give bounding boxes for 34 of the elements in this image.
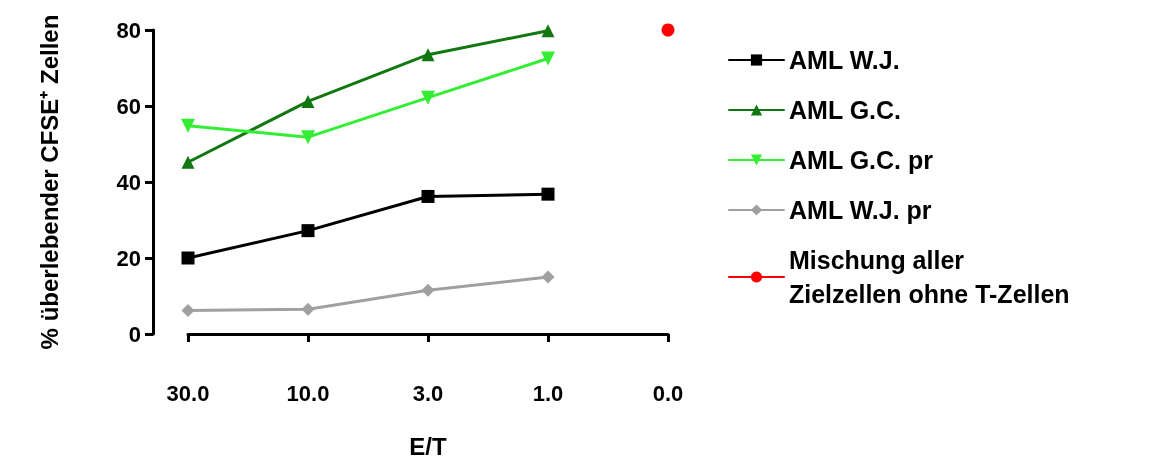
legend-label: AML G.C. — [789, 96, 902, 124]
point — [421, 283, 435, 297]
legend-label: AML W.J. — [789, 46, 900, 74]
point — [421, 189, 435, 203]
legend-label: AML W.J. pr — [789, 196, 932, 224]
point — [301, 302, 315, 316]
x-tick-label: 3.0 — [412, 380, 444, 406]
point — [301, 224, 315, 238]
point — [421, 90, 435, 105]
point — [661, 23, 675, 37]
legend-label: Mischung aller Zielzellen ohne T-Zellen — [789, 246, 1070, 308]
point — [181, 118, 195, 133]
y-tick-label: 80 — [116, 17, 141, 43]
x-tick-label: 30.0 — [166, 380, 210, 406]
legend-label: AML G.C. pr — [789, 146, 934, 174]
point — [181, 155, 195, 169]
x-tick-label: 1.0 — [532, 380, 564, 406]
point — [181, 303, 195, 317]
point — [541, 24, 555, 38]
y-tick-label: 20 — [116, 245, 141, 271]
y-tick-label: 40 — [116, 169, 141, 195]
y-tick-label: 60 — [116, 93, 141, 119]
point — [181, 251, 195, 265]
y-tick-label: 0 — [128, 321, 141, 347]
x-tick-label: 0.0 — [652, 380, 684, 406]
point — [301, 94, 315, 108]
point — [541, 51, 555, 66]
point — [541, 270, 555, 284]
x-axis-title: E/T — [409, 432, 447, 460]
x-tick-label: 10.0 — [286, 380, 330, 406]
y-axis-title: % überlebender CFSE⁺ Zellen — [35, 14, 63, 350]
point — [301, 130, 315, 145]
point — [541, 187, 555, 201]
point — [421, 48, 435, 62]
